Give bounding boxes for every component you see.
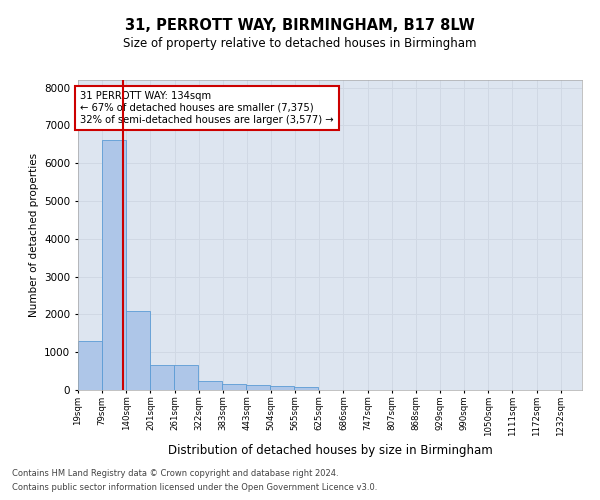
Bar — [126, 310, 150, 390]
Bar — [102, 140, 126, 390]
Bar — [294, 387, 318, 390]
Y-axis label: Number of detached properties: Number of detached properties — [29, 153, 38, 317]
Bar — [246, 386, 270, 390]
Bar — [198, 380, 222, 390]
Text: 31 PERROTT WAY: 134sqm
← 67% of detached houses are smaller (7,375)
32% of semi-: 31 PERROTT WAY: 134sqm ← 67% of detached… — [80, 92, 334, 124]
Text: Contains HM Land Registry data © Crown copyright and database right 2024.: Contains HM Land Registry data © Crown c… — [12, 468, 338, 477]
Text: Size of property relative to detached houses in Birmingham: Size of property relative to detached ho… — [123, 38, 477, 51]
Bar — [78, 341, 102, 390]
Bar — [270, 386, 294, 390]
Text: 31, PERROTT WAY, BIRMINGHAM, B17 8LW: 31, PERROTT WAY, BIRMINGHAM, B17 8LW — [125, 18, 475, 32]
Bar — [174, 366, 198, 390]
X-axis label: Distribution of detached houses by size in Birmingham: Distribution of detached houses by size … — [167, 444, 493, 458]
Bar — [222, 384, 246, 390]
Text: Contains public sector information licensed under the Open Government Licence v3: Contains public sector information licen… — [12, 484, 377, 492]
Bar — [150, 366, 174, 390]
